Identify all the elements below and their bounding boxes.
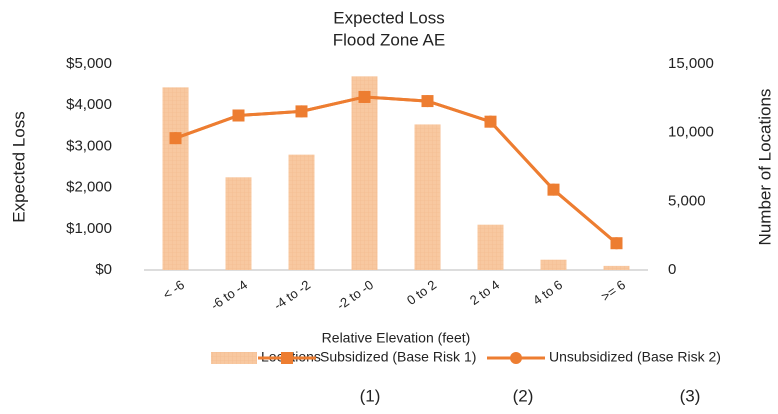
y2-tick-label: 15,000	[668, 55, 714, 72]
y-tick-label: $2,000	[66, 179, 112, 196]
x-tick-label: 0 to 2	[404, 277, 439, 308]
line-marker	[484, 115, 497, 128]
y-tick-label: $0	[95, 261, 112, 278]
bar	[351, 76, 378, 270]
legend-marker	[281, 352, 293, 364]
x-tick-label: >= 6	[598, 277, 628, 304]
legend-swatch	[211, 352, 257, 364]
bar	[603, 265, 630, 270]
y2-axis-title: Number of Locations	[755, 89, 774, 246]
x-tick-label: 4 to 6	[530, 277, 565, 308]
y2-tick-label: 5,000	[668, 192, 706, 209]
line-marker	[232, 109, 245, 122]
line-marker	[547, 183, 560, 196]
chart-subtitle: Flood Zone AE	[333, 30, 445, 49]
y2-tick-label: 10,000	[668, 124, 714, 141]
line	[174, 95, 618, 245]
x-tick-label: < -6	[160, 277, 187, 302]
legend-marker	[510, 352, 522, 364]
bar	[414, 124, 441, 270]
bar	[162, 87, 189, 270]
line-marker	[295, 105, 308, 118]
line-marker	[169, 132, 182, 145]
y2-tick-label: 0	[668, 261, 676, 278]
y-tick-label: $4,000	[66, 96, 112, 113]
annotation: (2)	[513, 386, 534, 405]
annotation: (3)	[680, 386, 701, 405]
x-tick-label: 2 to 4	[467, 277, 502, 308]
chart-title: Expected Loss	[333, 8, 445, 27]
bar	[225, 177, 252, 270]
bar	[540, 259, 567, 270]
line-marker	[358, 90, 371, 103]
y-axis-title: Expected Loss	[9, 111, 28, 223]
legend-label: Subsidized (Base Risk 1)	[320, 349, 476, 365]
legend-label: Unsubsidized (Base Risk 2)	[549, 349, 721, 365]
bar	[477, 224, 504, 270]
bar	[288, 154, 315, 270]
x-tick-label: -6 to -4	[208, 277, 250, 313]
annotation: (1)	[360, 386, 381, 405]
x-tick-label: -2 to -0	[334, 277, 376, 313]
line-marker	[421, 95, 434, 108]
y-tick-label: $5,000	[66, 55, 112, 72]
y-tick-label: $1,000	[66, 220, 112, 237]
x-tick-label: -4 to -2	[271, 277, 313, 313]
y-tick-label: $3,000	[66, 137, 112, 154]
line-marker	[610, 237, 623, 250]
x-axis-title: Relative Elevation (feet)	[322, 330, 471, 346]
